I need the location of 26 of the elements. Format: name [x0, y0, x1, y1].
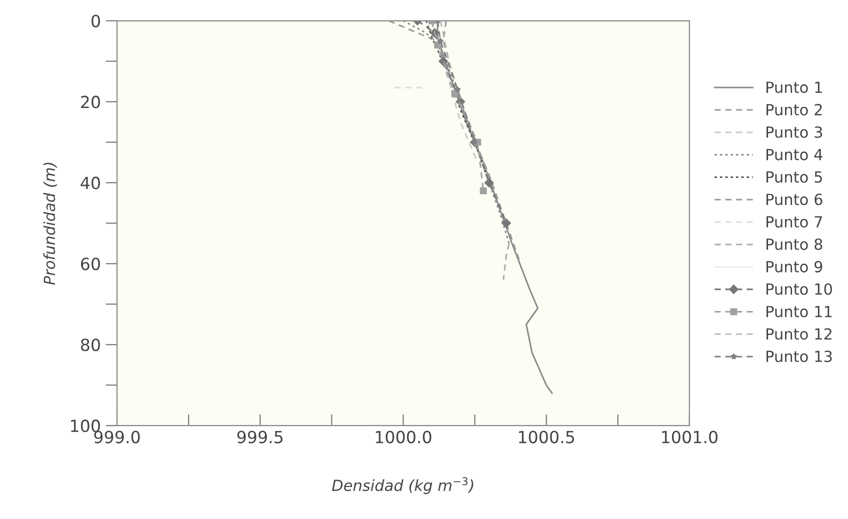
- legend-label: Punto 5: [766, 171, 822, 183]
- x-tick-label: 1000.0: [376, 430, 432, 444]
- x-tick-label: 999.5: [237, 430, 283, 444]
- legend-label: Punto 10: [766, 283, 832, 295]
- legend-label: Punto 9: [766, 260, 822, 272]
- x-axis-title: Densidad (kg m$^{−3}$): [332, 477, 474, 494]
- legend-label: Punto 4: [766, 148, 822, 160]
- legend-label: Punto 13: [766, 350, 832, 362]
- y-tick-label: 40: [80, 176, 100, 190]
- y-tick-label: 100: [71, 420, 100, 432]
- legend-label: Punto 8: [766, 238, 822, 250]
- legend-label: Punto 2: [766, 104, 822, 116]
- legend-label: Punto 3: [766, 126, 822, 138]
- y-tick-label: 20: [81, 96, 100, 108]
- legend-label: Punto 1: [766, 82, 822, 94]
- legend-label: Punto 6: [766, 194, 822, 206]
- y-axis-title: Profundidad (m): [43, 162, 57, 285]
- x-tick-label: 1001.0: [662, 430, 718, 444]
- y-tick-label: 60: [81, 258, 100, 270]
- y-tick-label: 0: [92, 14, 100, 28]
- x-tick-label: 999.0: [94, 430, 140, 444]
- y-tick-label: 80: [80, 338, 100, 352]
- legend-label: Punto 7: [766, 216, 822, 228]
- legend-label: Punto 12: [766, 328, 832, 340]
- legend-label: Punto 11: [766, 306, 832, 318]
- x-tick-label: 1000.5: [518, 430, 574, 444]
